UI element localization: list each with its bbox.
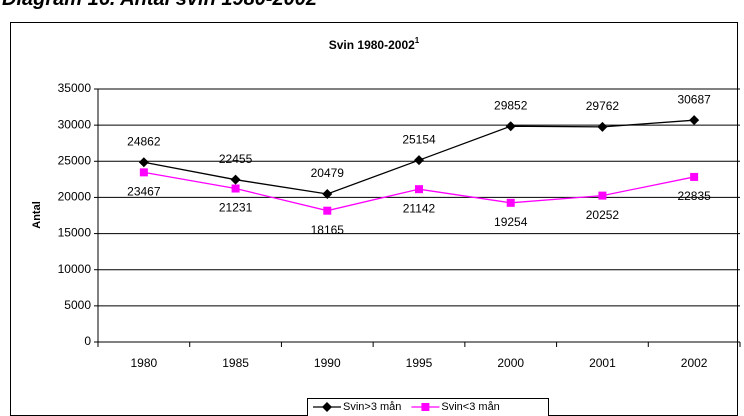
x-tick-label: 1985	[222, 356, 249, 370]
chart-title: Svin 1980-20021	[329, 36, 420, 52]
data-label: 29852	[494, 98, 528, 112]
y-tick-label: 5000	[64, 298, 91, 312]
legend-marker	[421, 403, 430, 411]
data-label: 20479	[311, 166, 345, 180]
data-label: 19254	[494, 215, 528, 229]
y-axis-label: Antal	[31, 201, 43, 229]
point-marker	[690, 172, 699, 181]
x-tick-label: 2000	[497, 356, 524, 370]
point-marker	[598, 191, 607, 200]
page-heading: Diagram 16. Antal svin 1980-2002	[2, 0, 317, 10]
point-marker	[506, 198, 515, 207]
point-marker	[323, 206, 332, 215]
x-tick-label: 2001	[589, 356, 616, 370]
y-tick-label: 30000	[58, 117, 92, 131]
data-label: 25154	[402, 132, 436, 146]
data-label: 29762	[586, 99, 620, 113]
point-marker	[414, 155, 424, 166]
legend: Svin>3 mån Svin<3 mån	[307, 398, 549, 416]
data-label: 18165	[311, 223, 345, 237]
chart-title-text: Svin 1980-2002	[329, 38, 415, 52]
data-label: 23467	[127, 185, 161, 199]
point-marker	[505, 121, 516, 132]
data-label: 24862	[127, 134, 161, 148]
x-tick-label: 2002	[681, 356, 708, 370]
data-label: 21142	[403, 201, 436, 215]
x-tick-label: 1995	[406, 356, 433, 370]
data-label: 30687	[677, 92, 711, 106]
point-marker	[139, 168, 148, 177]
point-marker	[230, 174, 241, 185]
y-tick-label: 20000	[58, 190, 92, 204]
point-marker	[689, 115, 700, 126]
point-marker	[138, 157, 149, 168]
data-label: 22455	[219, 152, 253, 166]
data-label: 22835	[677, 189, 711, 203]
x-tick-label: 1980	[131, 356, 158, 370]
y-tick-label: 25000	[58, 153, 92, 167]
y-tick-label: 10000	[58, 262, 92, 276]
chart-title-superscript: 1	[415, 36, 420, 45]
point-marker	[231, 184, 240, 193]
x-tick-label: 1990	[314, 356, 341, 370]
point-marker	[322, 188, 333, 199]
legend-label: Svin<3 mån	[441, 401, 499, 413]
chart-frame	[10, 22, 738, 416]
legend-marker	[322, 402, 332, 412]
legend-label: Svin>3 mån	[343, 401, 401, 413]
point-marker	[597, 121, 608, 132]
y-tick-label: 35000	[58, 81, 92, 95]
y-tick-label: 15000	[58, 226, 92, 240]
y-tick-label: 0	[84, 334, 91, 348]
point-marker	[415, 185, 423, 194]
data-label: 20252	[586, 208, 620, 222]
data-label: 21231	[219, 201, 253, 215]
